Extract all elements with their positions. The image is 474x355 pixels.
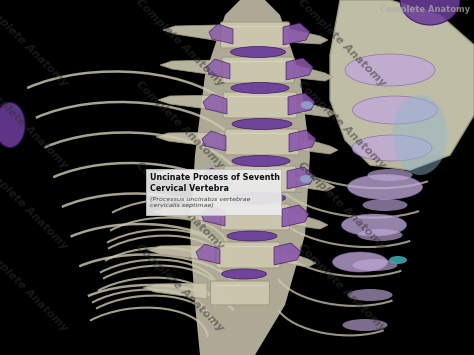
Polygon shape (287, 167, 314, 189)
Polygon shape (288, 93, 315, 115)
FancyBboxPatch shape (225, 129, 299, 155)
Polygon shape (203, 94, 227, 114)
Polygon shape (163, 25, 220, 41)
Ellipse shape (227, 231, 277, 241)
Ellipse shape (232, 155, 290, 166)
Ellipse shape (400, 0, 460, 25)
Polygon shape (289, 130, 316, 152)
Ellipse shape (343, 319, 388, 331)
Ellipse shape (363, 199, 408, 211)
Polygon shape (283, 23, 310, 45)
Ellipse shape (300, 175, 312, 183)
Ellipse shape (0, 103, 25, 147)
Text: Complete Anatomy: Complete Anatomy (135, 160, 226, 252)
Ellipse shape (231, 82, 289, 93)
Text: (Processus uncinatus vertebrae
cervicalis septimae): (Processus uncinatus vertebrae cervicali… (150, 197, 250, 208)
Text: Complete Anatomy: Complete Anatomy (296, 78, 387, 170)
Polygon shape (156, 132, 224, 148)
Polygon shape (290, 172, 335, 191)
Ellipse shape (230, 47, 285, 58)
Polygon shape (158, 95, 223, 111)
Text: Complete Anatomy: Complete Anatomy (296, 242, 387, 333)
Polygon shape (143, 283, 207, 299)
Ellipse shape (230, 192, 285, 203)
Polygon shape (155, 169, 223, 185)
FancyBboxPatch shape (146, 169, 281, 215)
Ellipse shape (389, 256, 407, 264)
Text: Complete Anatomy: Complete Anatomy (0, 160, 69, 252)
Ellipse shape (392, 95, 447, 175)
Polygon shape (285, 210, 328, 229)
Ellipse shape (352, 135, 432, 161)
Text: Complete Anatomy: Complete Anatomy (296, 160, 387, 252)
Text: Complete Anatomy: Complete Anatomy (380, 5, 470, 14)
Polygon shape (202, 168, 226, 188)
Polygon shape (286, 58, 313, 80)
Polygon shape (292, 135, 338, 154)
Ellipse shape (353, 96, 438, 124)
Text: Complete Anatomy: Complete Anatomy (135, 242, 226, 333)
Text: Complete Anatomy: Complete Anatomy (135, 0, 226, 88)
Ellipse shape (212, 180, 234, 186)
Text: Complete Anatomy: Complete Anatomy (0, 78, 69, 170)
Ellipse shape (345, 54, 435, 86)
Polygon shape (201, 206, 225, 226)
Polygon shape (274, 243, 301, 265)
FancyBboxPatch shape (222, 57, 294, 83)
FancyBboxPatch shape (224, 166, 296, 192)
Polygon shape (148, 245, 215, 261)
Text: Complete Anatomy: Complete Anatomy (0, 0, 69, 88)
FancyBboxPatch shape (216, 242, 280, 268)
Polygon shape (290, 98, 336, 117)
Ellipse shape (341, 214, 407, 236)
Polygon shape (288, 63, 333, 81)
FancyBboxPatch shape (220, 22, 290, 48)
Polygon shape (202, 131, 226, 151)
FancyBboxPatch shape (223, 92, 297, 118)
Ellipse shape (367, 169, 412, 181)
Text: Complete Anatomy: Complete Anatomy (296, 0, 387, 88)
Polygon shape (209, 24, 233, 44)
Polygon shape (345, 130, 450, 170)
Text: Complete Anatomy: Complete Anatomy (0, 242, 69, 333)
FancyBboxPatch shape (220, 204, 290, 230)
Polygon shape (285, 28, 328, 44)
Polygon shape (282, 205, 309, 227)
Polygon shape (330, 0, 474, 170)
Polygon shape (206, 59, 230, 79)
Ellipse shape (357, 229, 402, 241)
Polygon shape (277, 248, 316, 267)
Ellipse shape (232, 119, 292, 130)
Ellipse shape (347, 289, 392, 301)
Ellipse shape (301, 101, 313, 109)
Text: Uncinate Process of Seventh
Cervical Vertebra: Uncinate Process of Seventh Cervical Ver… (150, 173, 280, 193)
Ellipse shape (353, 259, 398, 271)
Polygon shape (153, 207, 220, 223)
Ellipse shape (221, 269, 266, 279)
Ellipse shape (332, 252, 388, 272)
Ellipse shape (347, 175, 422, 200)
Polygon shape (196, 244, 220, 264)
Text: Complete Anatomy: Complete Anatomy (135, 78, 226, 170)
Polygon shape (190, 0, 310, 355)
FancyBboxPatch shape (210, 281, 270, 305)
Polygon shape (160, 60, 222, 76)
